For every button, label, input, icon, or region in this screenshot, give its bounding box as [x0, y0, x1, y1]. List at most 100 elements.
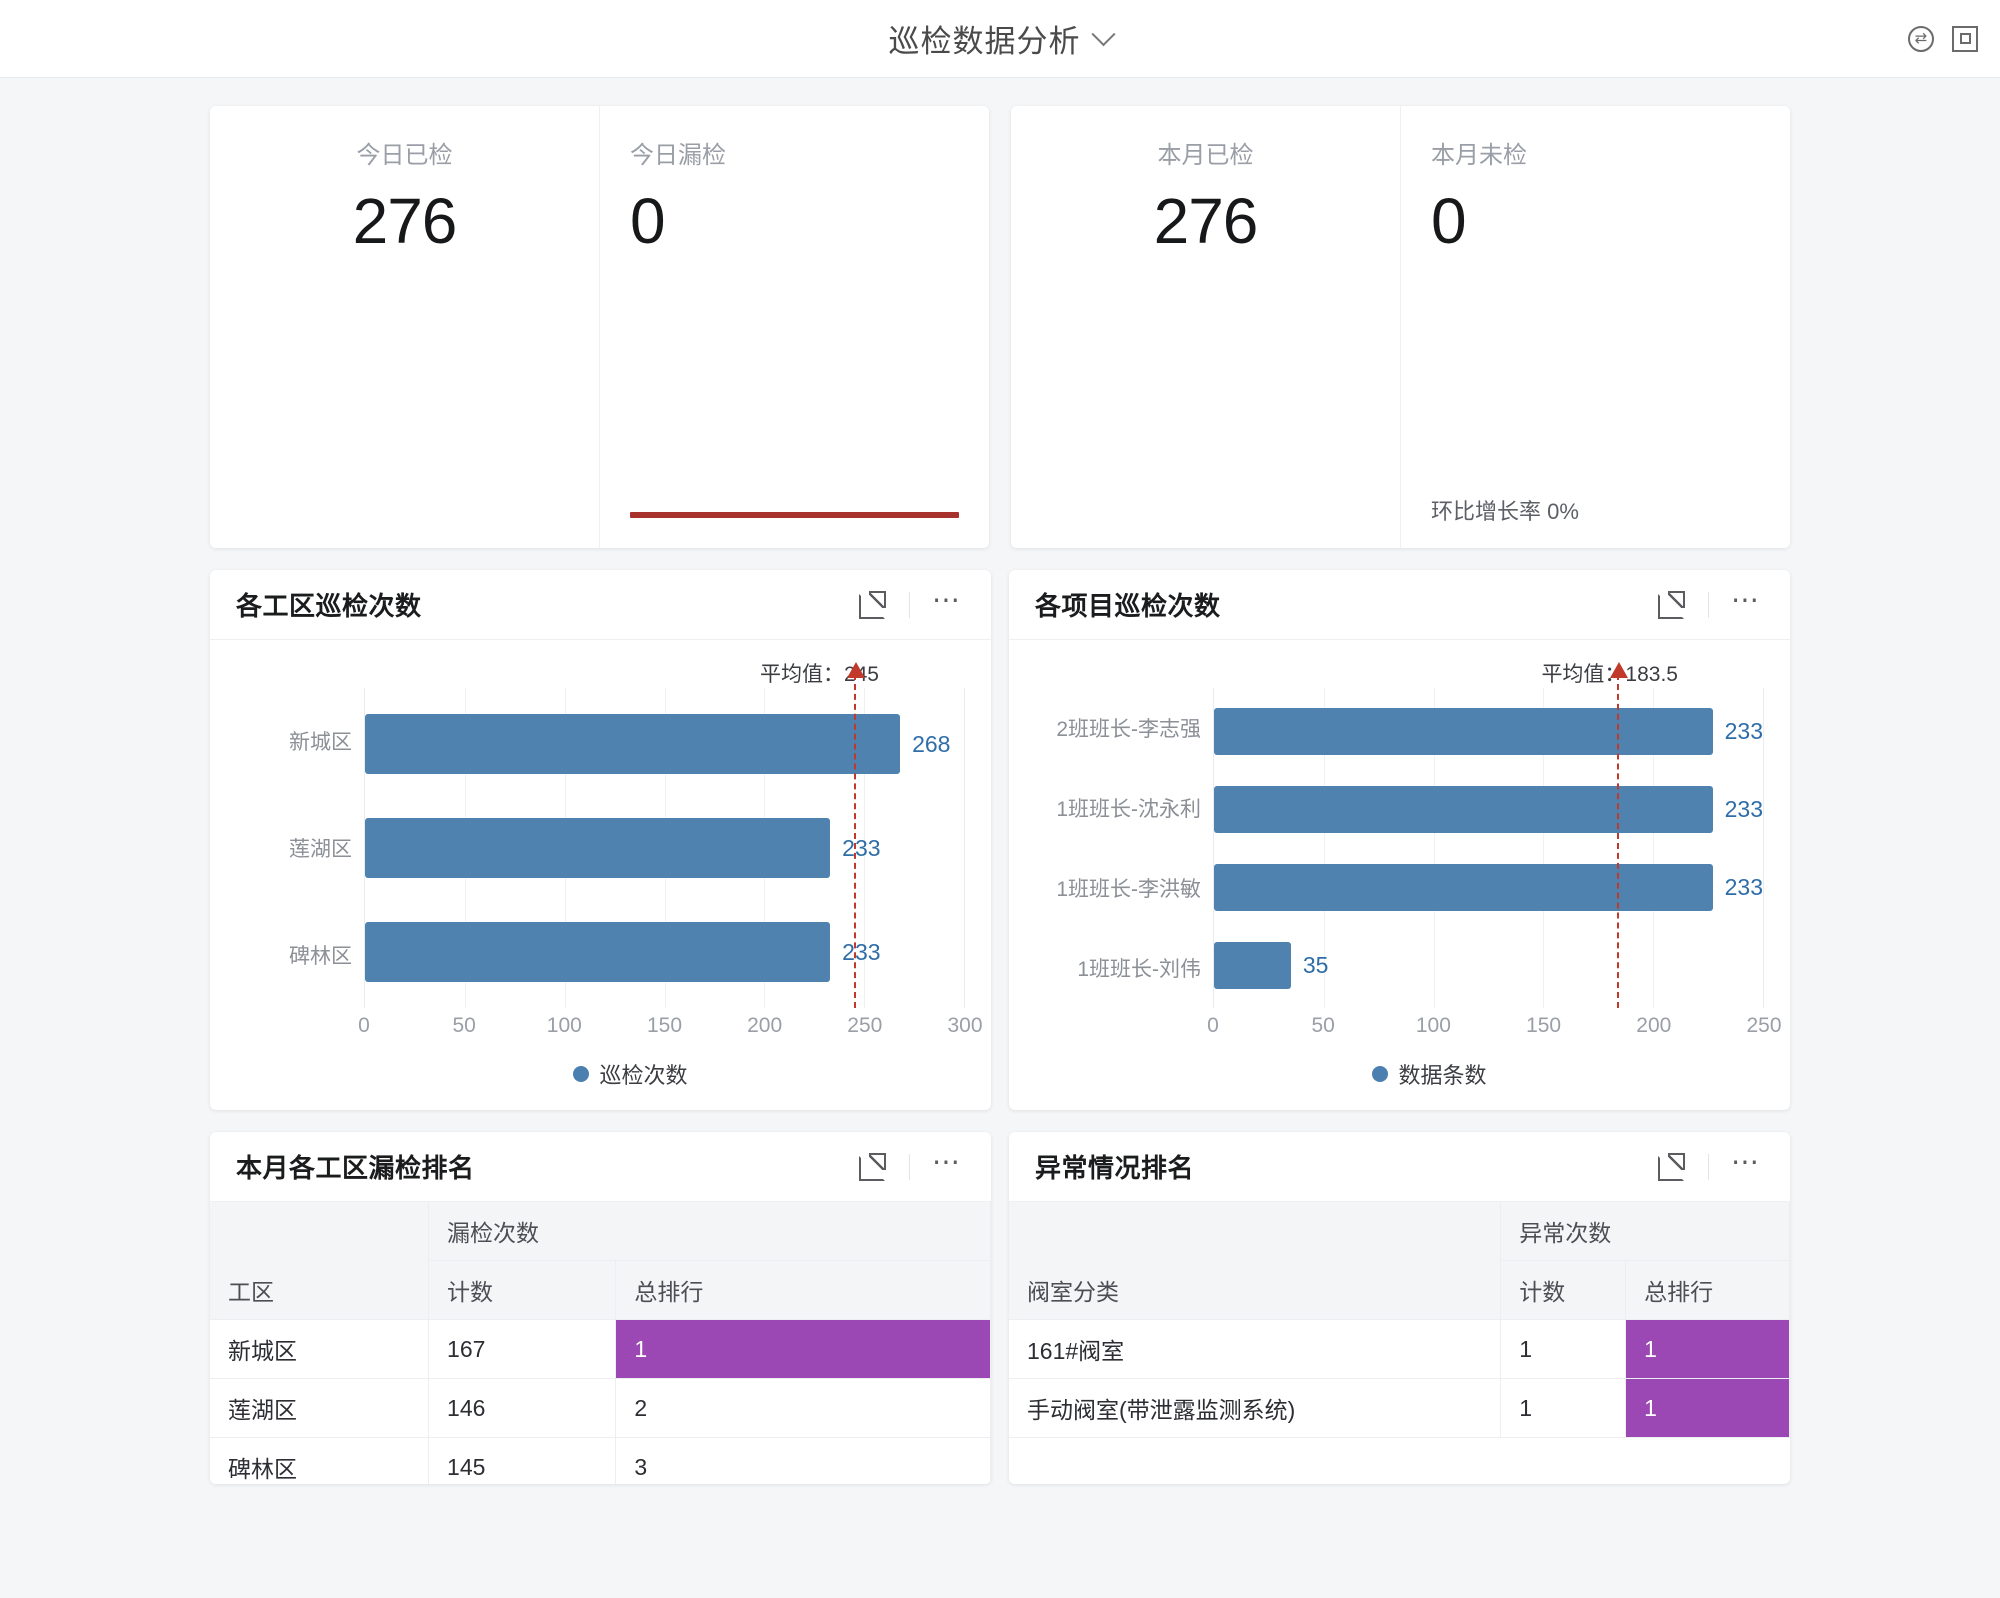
- gridline: [864, 688, 866, 1008]
- divider: [1708, 591, 1709, 618]
- category-axis: 2班班长-李志强 1班班长-沈永利 1班班长-李洪敏 1班班长-刘伟: [1035, 688, 1213, 1008]
- table-row[interactable]: 莲湖区 146 2: [210, 1378, 991, 1438]
- average-marker: [1609, 662, 1628, 1008]
- cell-workarea: 新城区: [210, 1319, 430, 1379]
- column-header-count[interactable]: 计数: [428, 1260, 617, 1320]
- x-tick: 0: [1207, 1014, 1219, 1037]
- more-options-icon[interactable]: ⋯: [932, 583, 963, 615]
- column-header-workarea[interactable]: 工区: [210, 1202, 430, 1320]
- bars-stack: 233 233 233: [1214, 688, 1763, 1008]
- stat-value: 276: [1153, 185, 1259, 258]
- external-link-icon[interactable]: [1658, 590, 1686, 619]
- x-tick: 150: [646, 1014, 683, 1037]
- panel-header: 异常情况排名 ⋯: [1009, 1132, 1790, 1202]
- bar-value-label: 233: [1724, 795, 1763, 822]
- stat-card-today-inspected[interactable]: 今日已检 276: [210, 106, 599, 548]
- stat-value: 276: [352, 185, 458, 258]
- x-tick: 200: [1636, 1014, 1672, 1037]
- column-group-header: 漏检次数: [428, 1202, 991, 1261]
- cell-workarea: 莲湖区: [210, 1378, 430, 1438]
- column-header-valve-category[interactable]: 阀室分类: [1009, 1202, 1502, 1320]
- gridline: [1543, 688, 1545, 1008]
- category-label: 1班班长-刘伟: [1077, 958, 1201, 981]
- stat-label: 本月已检: [1157, 142, 1254, 169]
- bar-value-label: 268: [912, 730, 951, 757]
- legend-dot-icon: [1372, 1066, 1389, 1082]
- column-header-rank[interactable]: 总排行: [615, 1260, 991, 1320]
- external-link-icon[interactable]: [859, 1152, 887, 1181]
- external-link-icon[interactable]: [859, 590, 887, 619]
- table-row[interactable]: 新城区 167 1: [210, 1319, 991, 1379]
- dashboard-body: 今日已检 276 今日漏检 0 本月已检 276 本月未检 0 环比增长率 0%: [0, 78, 2000, 1484]
- bars-area: 268 233 233: [364, 662, 965, 1008]
- chart-plot-area: 新城区 莲湖区 碑林区 268: [236, 662, 965, 1008]
- legend-dot-icon: [573, 1066, 590, 1082]
- bar[interactable]: [365, 714, 901, 774]
- column-header-rank[interactable]: 总排行: [1625, 1260, 1790, 1320]
- bar[interactable]: [365, 922, 831, 982]
- x-tick: 300: [947, 1014, 983, 1037]
- category-label: 碑林区: [289, 944, 352, 968]
- bar-row[interactable]: 233: [365, 818, 964, 878]
- panel-actions: ⋯: [1658, 1145, 1762, 1181]
- bar-row[interactable]: 233: [365, 922, 964, 982]
- bar[interactable]: [365, 818, 831, 878]
- external-link-icon[interactable]: [1658, 1152, 1686, 1181]
- bar[interactable]: [1214, 941, 1291, 989]
- legend-label: 数据条数: [1398, 1063, 1487, 1088]
- bars-area: 233 233 233: [1213, 662, 1764, 1008]
- chart-legend[interactable]: 数据条数: [1035, 1058, 1764, 1090]
- bars-stack: 268 233 233: [365, 688, 964, 1008]
- more-options-icon[interactable]: ⋯: [1731, 583, 1762, 615]
- stop-square-icon[interactable]: [1952, 25, 1978, 52]
- table-row[interactable]: 碑林区 145 3: [210, 1437, 991, 1484]
- table-row[interactable]: 手动阀室(带泄露监测系统) 1 1: [1009, 1378, 1790, 1438]
- bar[interactable]: [1214, 863, 1713, 911]
- x-tick: 150: [1526, 1014, 1562, 1037]
- x-tick: 250: [1746, 1014, 1782, 1037]
- cell-rank: 2: [615, 1378, 991, 1438]
- chart-legend[interactable]: 巡检次数: [236, 1058, 965, 1090]
- bar-value-label: 233: [1724, 717, 1763, 744]
- panel-title: 异常情况排名: [1035, 1153, 1195, 1183]
- divider: [909, 591, 910, 618]
- stat-value: 0: [1431, 185, 1467, 258]
- more-options-icon[interactable]: ⋯: [932, 1145, 963, 1177]
- table-row[interactable]: 161#阀室 1 1: [1009, 1319, 1790, 1379]
- bar-value-label: 233: [1724, 873, 1763, 900]
- growth-rate-text: 环比增长率 0%: [1431, 499, 1579, 524]
- bar-row[interactable]: 233: [1214, 863, 1763, 911]
- panel-header: 各工区巡检次数 ⋯: [210, 570, 991, 640]
- panel-actions: ⋯: [859, 583, 963, 619]
- bar-row[interactable]: 233: [1214, 707, 1763, 755]
- gridline: [1653, 688, 1655, 1008]
- panel-title: 各工区巡检次数: [236, 591, 422, 621]
- stat-card-month-uninspected[interactable]: 本月未检 0 环比增长率 0%: [1400, 106, 1790, 548]
- abnormal-ranking-table: 阀室分类 异常次数 计数 总排行 161#阀室 1 1: [1009, 1202, 1790, 1438]
- chevron-down-icon[interactable]: [1090, 22, 1116, 47]
- x-tick: 50: [452, 1014, 476, 1037]
- bar-value-label: 35: [1302, 951, 1329, 978]
- cell-count: 1: [1500, 1319, 1627, 1379]
- x-tick: 100: [546, 1014, 582, 1037]
- bar[interactable]: [1214, 707, 1713, 755]
- more-options-icon[interactable]: ⋯: [1731, 1145, 1762, 1177]
- bar-row[interactable]: 35: [1214, 941, 1763, 989]
- refresh-swap-icon[interactable]: ⇄: [1908, 25, 1934, 52]
- bar[interactable]: [1214, 785, 1713, 833]
- stat-card-today-missed[interactable]: 今日漏检 0: [599, 106, 989, 548]
- panel-header: 本月各工区漏检排名 ⋯: [210, 1132, 991, 1202]
- sparkline-zero-line: [630, 512, 959, 518]
- stat-cards-row: 今日已检 276 今日漏检 0 本月已检 276 本月未检 0 环比增长率 0%: [0, 106, 2000, 548]
- stat-card-month-inspected[interactable]: 本月已检 276: [1011, 106, 1400, 548]
- x-axis-ticks: 0 50 100 150 200 250 300: [358, 1014, 982, 1048]
- x-tick: 100: [1415, 1014, 1451, 1037]
- column-header-count[interactable]: 计数: [1500, 1260, 1627, 1320]
- bar-row[interactable]: 268: [365, 714, 964, 774]
- legend-label: 巡检次数: [599, 1063, 688, 1088]
- bar-row[interactable]: 233: [1214, 785, 1763, 833]
- bar-value-label: 233: [842, 834, 881, 861]
- cell-rank: 3: [615, 1437, 991, 1484]
- stat-card-group-month: 本月已检 276 本月未检 0 环比增长率 0%: [1011, 106, 1790, 548]
- page-title-dropdown[interactable]: 巡检数据分析: [889, 16, 1116, 61]
